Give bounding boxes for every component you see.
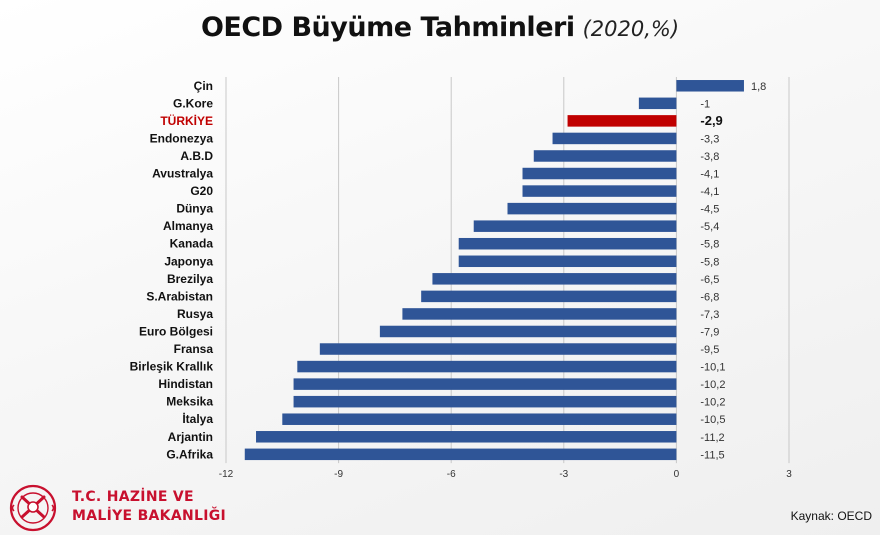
x-tick-label: 0 bbox=[674, 469, 680, 480]
data-label: -9,5 bbox=[700, 344, 719, 356]
bar bbox=[458, 237, 677, 250]
ministry-logo-icon bbox=[9, 484, 57, 532]
bar bbox=[293, 395, 677, 408]
bar bbox=[522, 167, 677, 180]
category-label: Avustralya bbox=[152, 167, 213, 181]
data-label: -7,3 bbox=[700, 309, 719, 321]
category-label: İtalya bbox=[182, 411, 213, 426]
category-label: Brezilya bbox=[167, 272, 213, 286]
category-label: Almanya bbox=[163, 219, 213, 233]
bar bbox=[638, 97, 677, 110]
category-label: S.Arabistan bbox=[146, 289, 213, 303]
bar bbox=[293, 378, 677, 390]
ministry-name-line1: T.C. HAZİNE VE bbox=[72, 489, 194, 505]
chart-title: OECD Büyüme Tahminleri (2020,%) bbox=[0, 12, 880, 43]
data-label: -5,4 bbox=[700, 221, 719, 233]
data-label: -4,1 bbox=[700, 169, 719, 181]
data-label: -11,5 bbox=[700, 449, 724, 461]
category-label: Euro Bölgesi bbox=[139, 324, 213, 338]
bar bbox=[282, 413, 677, 425]
bar bbox=[533, 150, 677, 162]
category-label: Dünya bbox=[176, 202, 213, 216]
bar bbox=[319, 343, 677, 355]
data-label: 1,8 bbox=[751, 81, 766, 93]
data-label: -2,9 bbox=[700, 113, 722, 128]
title-main: OECD Büyüme Tahminleri bbox=[200, 12, 575, 43]
x-tick-label: -6 bbox=[447, 469, 456, 480]
data-label: -6,8 bbox=[700, 291, 719, 303]
data-label: -7,9 bbox=[700, 326, 719, 338]
data-label: -3,8 bbox=[700, 151, 719, 163]
bar bbox=[567, 115, 677, 127]
data-label: -5,8 bbox=[700, 239, 719, 251]
bar bbox=[402, 308, 677, 320]
category-label: Rusya bbox=[177, 307, 213, 321]
bar bbox=[297, 360, 677, 373]
category-label: Birleşik Krallık bbox=[130, 360, 214, 374]
bar bbox=[256, 431, 677, 443]
ministry-name-line2: MALİYE BAKANLIĞI bbox=[72, 508, 227, 524]
category-label: Endonezya bbox=[150, 131, 214, 145]
category-label: Meksika bbox=[166, 395, 213, 409]
category-label: Arjantin bbox=[168, 430, 213, 444]
x-tick-label: -9 bbox=[334, 469, 343, 480]
category-label: Kanada bbox=[170, 237, 214, 251]
data-label: -10,2 bbox=[700, 379, 725, 391]
category-label: G.Kore bbox=[173, 96, 213, 110]
bar bbox=[244, 448, 677, 461]
data-label: -10,2 bbox=[700, 397, 725, 409]
data-label: -5,8 bbox=[700, 256, 719, 268]
x-tick-label: 3 bbox=[786, 469, 792, 480]
data-label: -3,3 bbox=[700, 133, 719, 145]
x-tick-label: -12 bbox=[219, 469, 234, 480]
bar bbox=[552, 132, 677, 145]
category-label: G.Afrika bbox=[166, 447, 213, 461]
data-label: -1 bbox=[700, 98, 710, 110]
category-label: Çin bbox=[194, 79, 213, 93]
bar bbox=[676, 80, 744, 92]
category-label: G20 bbox=[190, 184, 213, 198]
ministry-name: T.C. HAZİNE VE MALİYE BAKANLIĞI bbox=[72, 488, 226, 526]
bar bbox=[458, 255, 677, 268]
x-tick-label: -3 bbox=[559, 469, 568, 480]
bar bbox=[473, 220, 677, 232]
data-label: -11,2 bbox=[700, 432, 724, 444]
bar bbox=[421, 290, 677, 303]
data-label: -4,5 bbox=[700, 204, 719, 216]
category-label: TÜRKİYE bbox=[160, 113, 213, 128]
title-subtitle: (2020,%) bbox=[582, 17, 680, 41]
bar bbox=[379, 325, 677, 338]
source-note: Kaynak: OECD bbox=[790, 509, 872, 523]
data-label: -6,5 bbox=[700, 274, 719, 286]
data-label: -10,1 bbox=[700, 362, 725, 374]
category-label: A.B.D bbox=[180, 149, 213, 163]
bar bbox=[432, 273, 677, 285]
category-label: Japonya bbox=[164, 254, 213, 268]
category-label: Hindistan bbox=[158, 377, 213, 391]
bar bbox=[507, 202, 677, 215]
data-label: -10,5 bbox=[700, 414, 725, 426]
data-label: -4,1 bbox=[700, 186, 719, 198]
bar bbox=[522, 185, 677, 197]
category-label: Fransa bbox=[174, 342, 214, 356]
